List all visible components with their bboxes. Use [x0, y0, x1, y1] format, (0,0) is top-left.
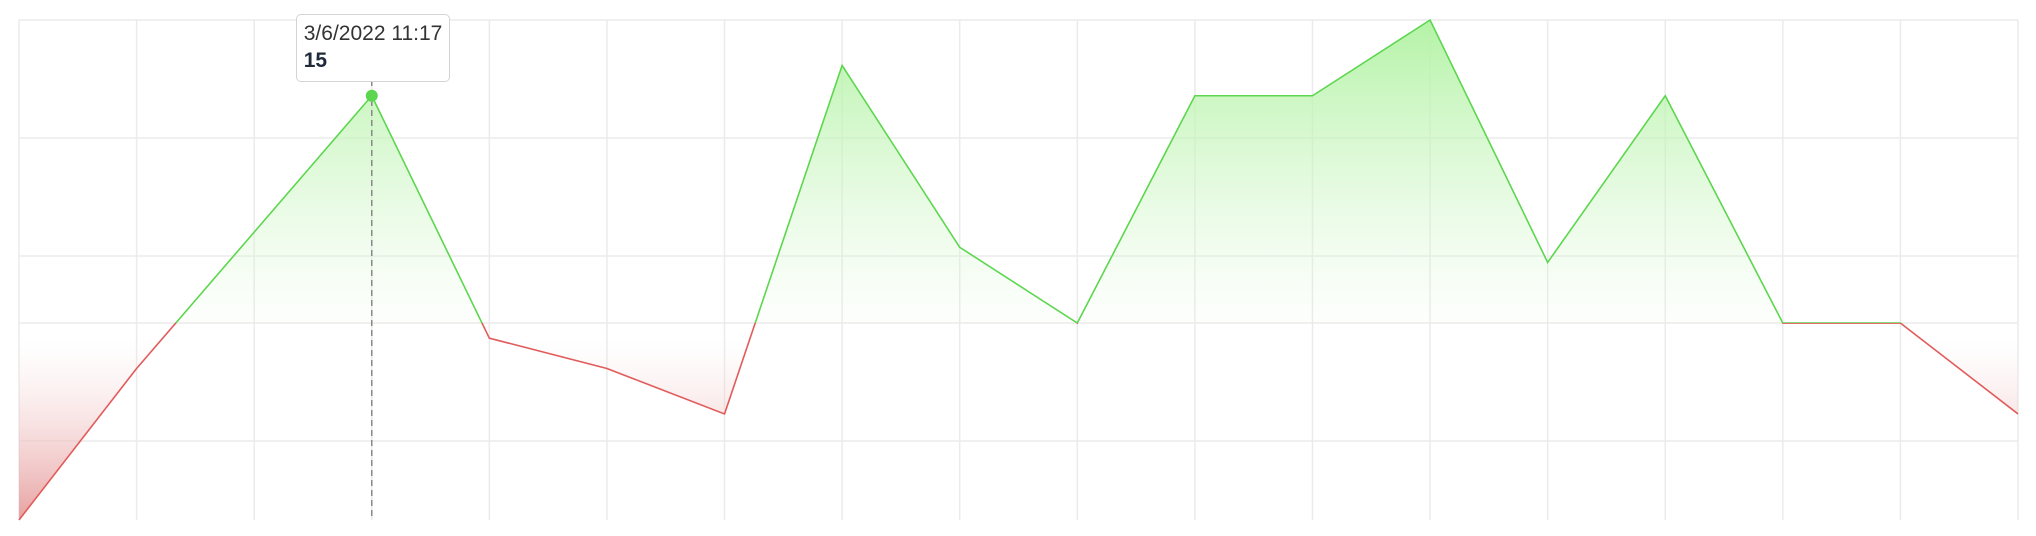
hover-point-marker — [365, 89, 378, 102]
series-line-positive — [174, 18, 1902, 324]
positive-area — [19, 20, 2018, 324]
series-lines — [18, 18, 2019, 521]
tooltip-time: 3/6/2022 11:17 — [303, 21, 443, 45]
chart-tooltip: 3/6/2022 11:17 15 — [295, 13, 451, 82]
tooltip-value: 15 — [303, 48, 328, 72]
hover-layer — [365, 20, 378, 520]
area-fills — [19, 20, 2018, 520]
